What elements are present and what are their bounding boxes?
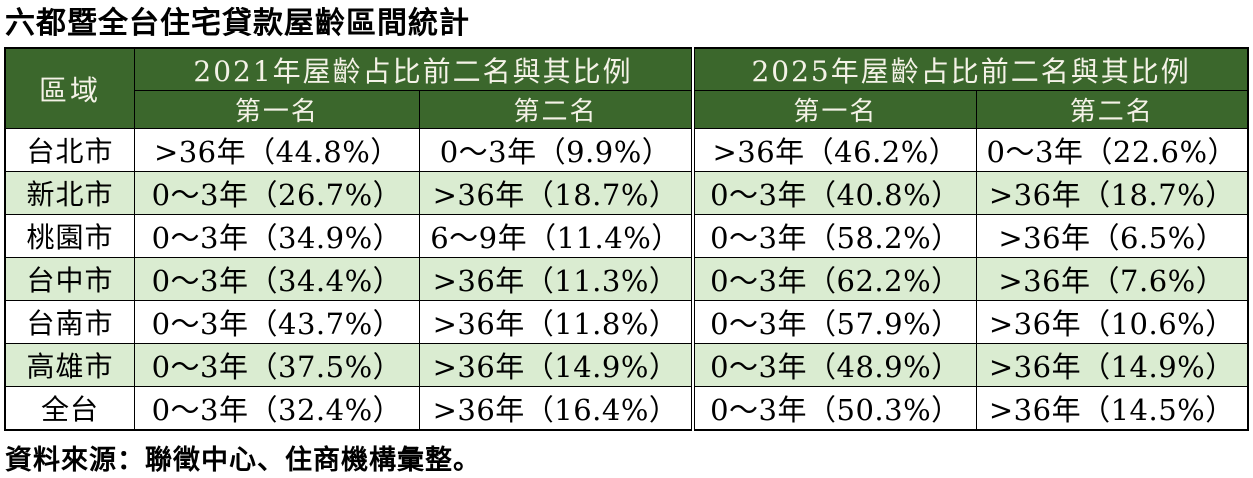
data-cell: >36年（14.9%）: [975, 343, 1249, 387]
table-row-taiwan: 全台 0～3年（32.4%） >36年（16.4%） 0～3年（50.3%） >…: [4, 386, 1249, 431]
data-cell: 0～3年（37.5%）: [133, 343, 420, 387]
page-title: 六都暨全台住宅貸款屋齡區間統計: [5, 6, 470, 41]
region-cell: 高雄市: [4, 343, 135, 387]
region-cell: 桃園市: [4, 214, 135, 258]
data-cell: >36年（14.9%）: [418, 343, 694, 387]
region-cell: 台中市: [4, 257, 135, 301]
region-cell: 全台: [4, 386, 135, 431]
data-cell: >36年（18.7%）: [418, 171, 694, 215]
source-note: 資料來源：聯徵中心、住商機構彙整。: [5, 445, 481, 476]
subheader-2021-first: 第一名: [133, 90, 420, 129]
table-row-tainan: 台南市 0～3年（43.7%） >36年（11.8%） 0～3年（57.9%） …: [4, 300, 1249, 344]
data-cell: 0～3年（62.2%）: [691, 257, 977, 301]
subheader-2025-first: 第一名: [691, 90, 977, 129]
data-cell: 6～9年（11.4%）: [418, 214, 694, 258]
table-row-kaohsiung: 高雄市 0～3年（37.5%） >36年（14.9%） 0～3年（48.9%） …: [4, 343, 1249, 387]
data-cell: >36年（14.5%）: [975, 386, 1249, 431]
region-cell: 台北市: [4, 128, 135, 172]
data-cell: 0～3年（43.7%）: [133, 300, 420, 344]
data-cell: >36年（10.6%）: [975, 300, 1249, 344]
data-cell: 0～3年（50.3%）: [691, 386, 977, 431]
page: 六都暨全台住宅貸款屋齡區間統計 區域 2021年屋齡占比前二名與其比例 2025…: [0, 4, 1253, 478]
data-cell: 0～3年（40.8%）: [691, 171, 977, 215]
data-cell: 0～3年（48.9%）: [691, 343, 977, 387]
subheader-2021-second: 第二名: [418, 90, 694, 129]
header-row-groups: 區域 2021年屋齡占比前二名與其比例 2025年屋齡占比前二名與其比例: [4, 47, 1249, 129]
header-row-ranks: 第一名 第二名 第一名 第二名: [5, 90, 1249, 129]
region-cell: 新北市: [4, 171, 135, 215]
data-cell: >36年（11.8%）: [418, 300, 694, 344]
data-cell: >36年（18.7%）: [975, 171, 1249, 215]
group-header-2025: 2025年屋齡占比前二名與其比例: [691, 47, 1249, 91]
stats-table: 區域 2021年屋齡占比前二名與其比例 2025年屋齡占比前二名與其比例 第一名…: [4, 47, 1249, 431]
data-cell: 0～3年（26.7%）: [133, 171, 420, 215]
data-cell: >36年（11.3%）: [418, 257, 694, 301]
data-cell: 0～3年（58.2%）: [691, 214, 977, 258]
data-cell: >36年（46.2%）: [691, 128, 977, 172]
data-cell: >36年（6.5%）: [975, 214, 1249, 258]
region-cell: 台南市: [4, 300, 135, 344]
data-cell: 0～3年（34.9%）: [133, 214, 420, 258]
table-row-newtaipei: 新北市 0～3年（26.7%） >36年（18.7%） 0～3年（40.8%） …: [4, 171, 1249, 215]
subheader-2025-second: 第二名: [975, 90, 1249, 129]
data-cell: >36年（44.8%）: [133, 128, 420, 172]
data-cell: 0～3年（9.9%）: [418, 128, 694, 172]
region-header: 區域: [4, 47, 135, 129]
data-cell: >36年（16.4%）: [418, 386, 694, 431]
table-row-taichung: 台中市 0～3年（34.4%） >36年（11.3%） 0～3年（62.2%） …: [4, 257, 1249, 301]
data-cell: 0～3年（57.9%）: [691, 300, 977, 344]
group-header-2021: 2021年屋齡占比前二名與其比例: [133, 47, 694, 91]
table-row-taipei: 台北市 >36年（44.8%） 0～3年（9.9%） >36年（46.2%） 0…: [4, 128, 1249, 172]
data-cell: 0～3年（22.6%）: [975, 128, 1249, 172]
data-cell: 0～3年（34.4%）: [133, 257, 420, 301]
data-cell: >36年（7.6%）: [975, 257, 1249, 301]
data-cell: 0～3年（32.4%）: [133, 386, 420, 431]
table-row-taoyuan: 桃園市 0～3年（34.9%） 6～9年（11.4%） 0～3年（58.2%） …: [4, 214, 1249, 258]
